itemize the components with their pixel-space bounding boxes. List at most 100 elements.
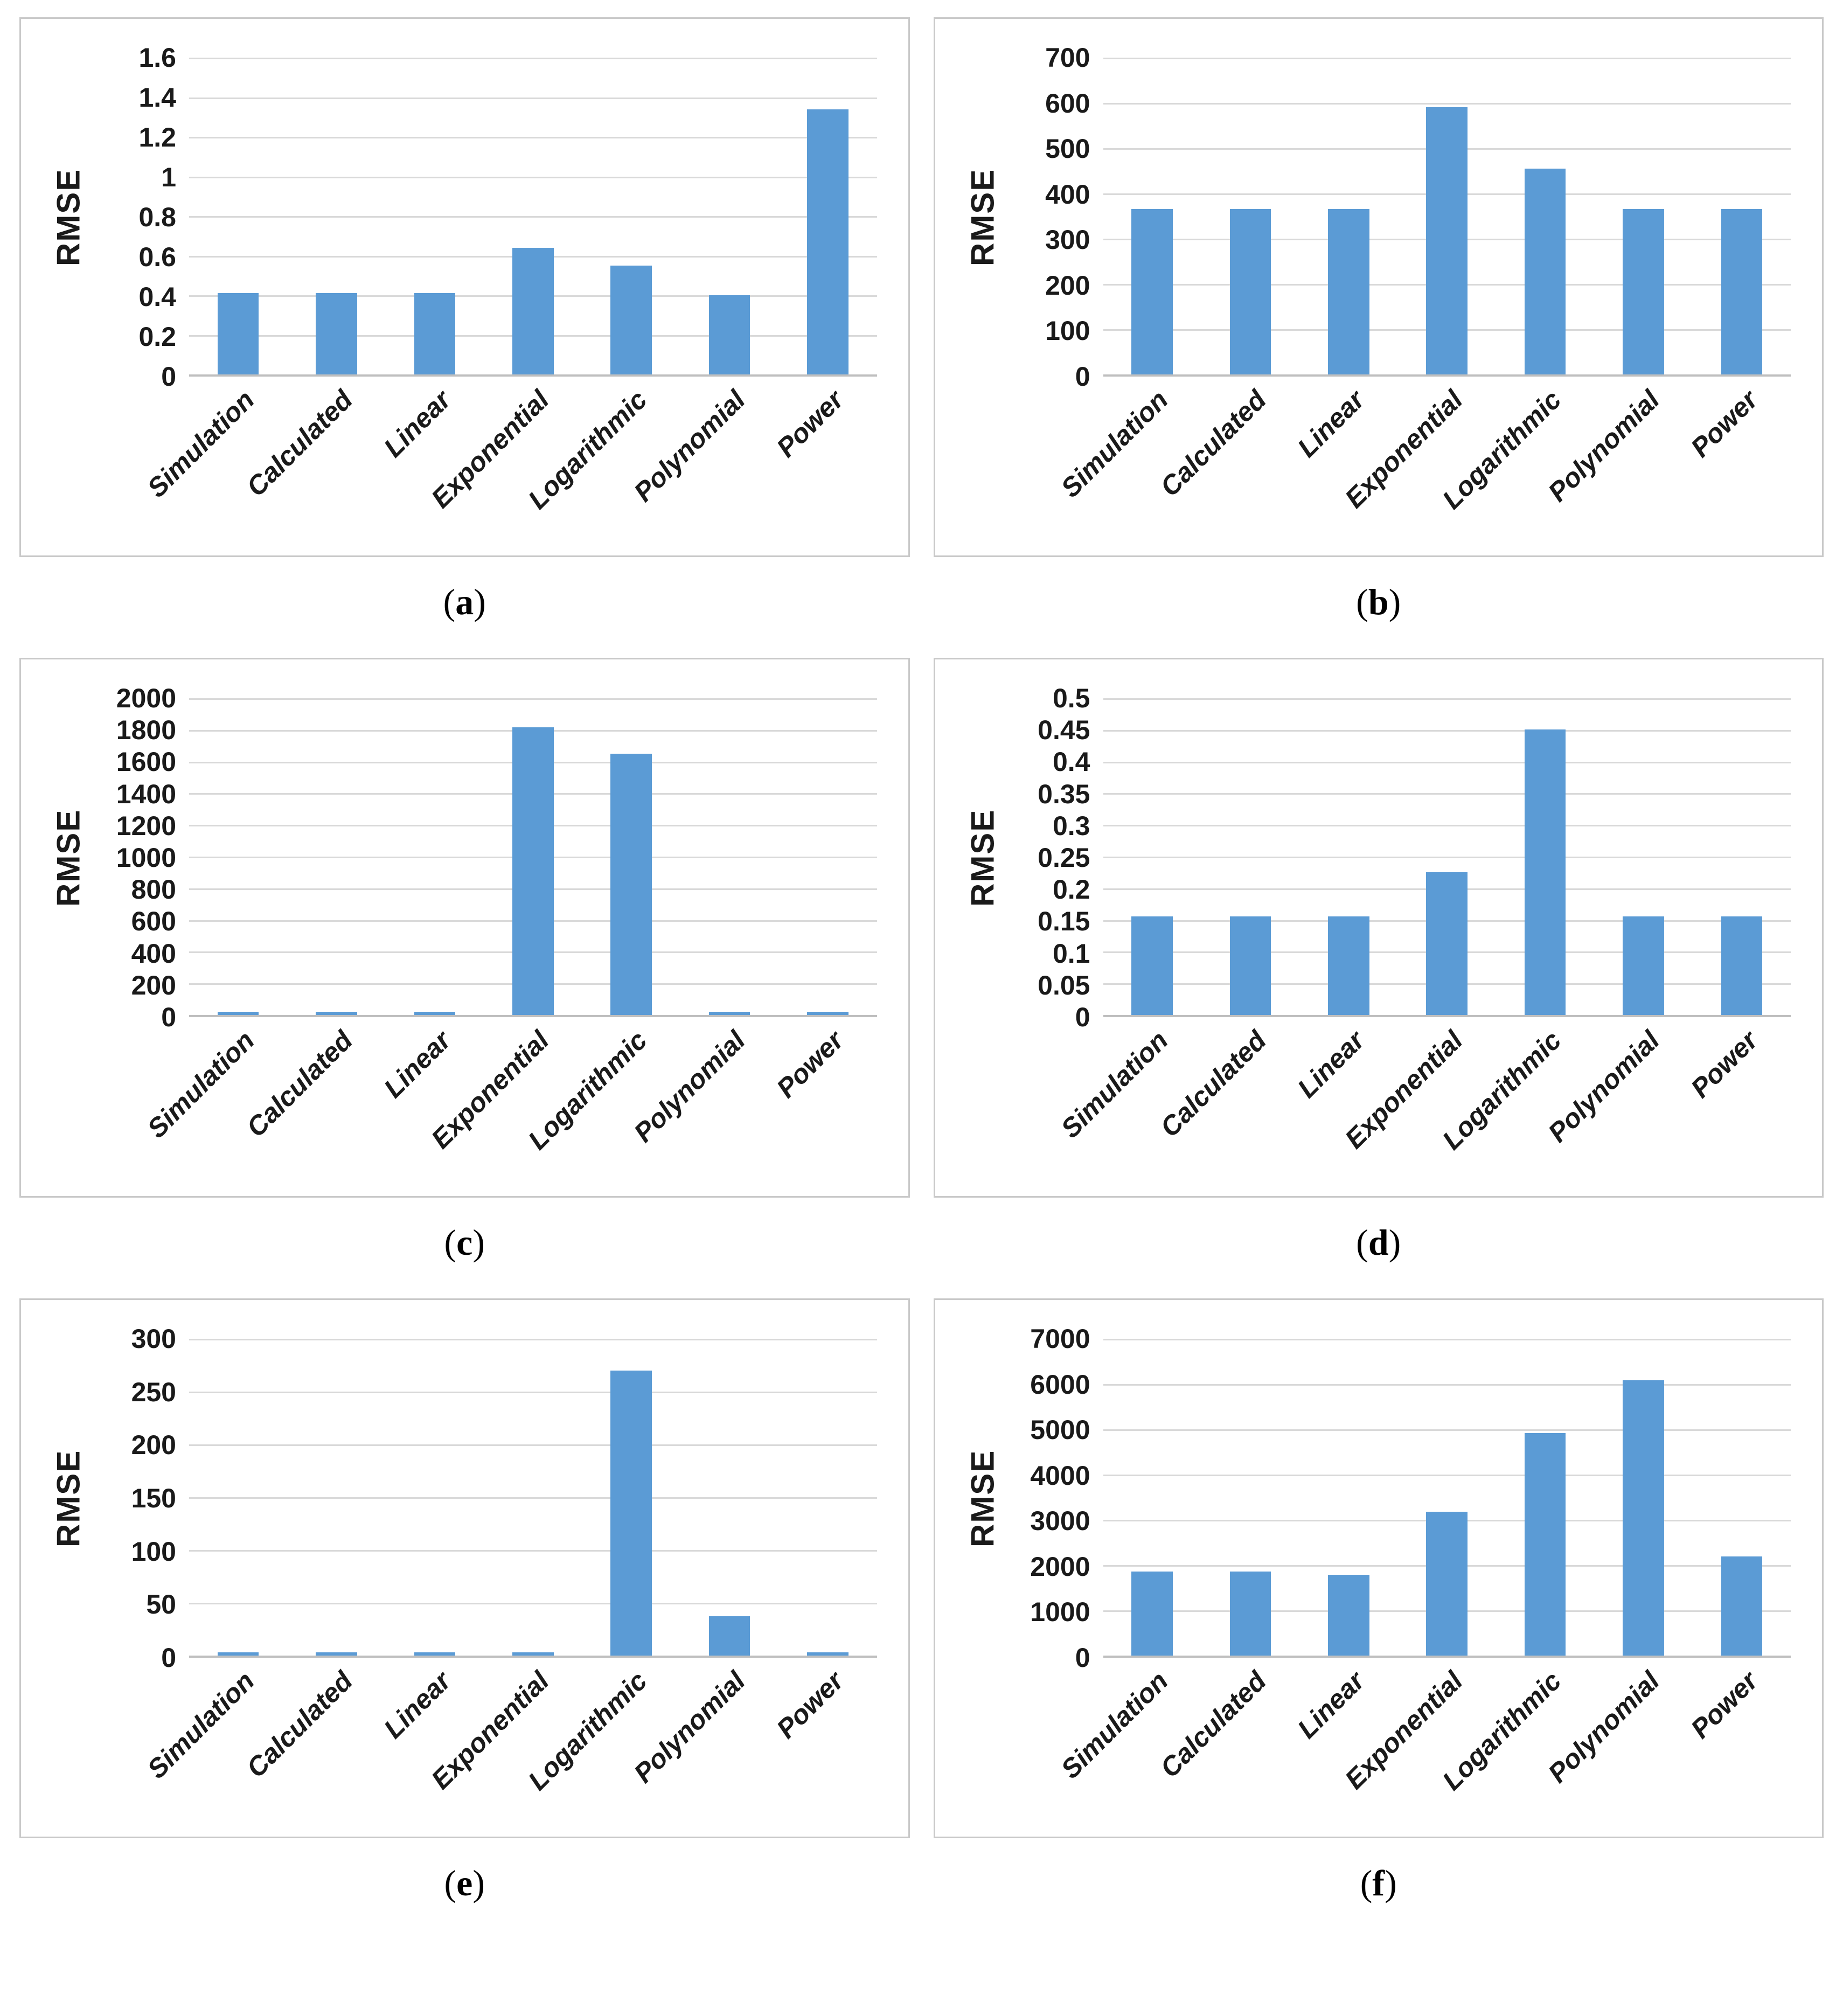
chart-caption-c: (c) [19, 1221, 910, 1264]
y-tick-label: 0 [1075, 362, 1090, 392]
y-tick-label: 3000 [1030, 1506, 1090, 1537]
x-category-slot: Power [1685, 1658, 1791, 1828]
caption-letter: b [1368, 581, 1389, 622]
chart-caption-b: (b) [934, 581, 1824, 623]
chart-d: RMSE 0.5 0.45 0.4 0.35 0.3 0.25 0.2 0.15 0.1 0.05 0… [933, 658, 1824, 1264]
x-category-slot: Power [771, 1017, 877, 1187]
y-tick-label: 4000 [1030, 1460, 1090, 1491]
bar-slot [680, 698, 778, 1015]
chart-caption-e: (e) [19, 1862, 910, 1904]
chart-caption-a: (a) [19, 581, 910, 623]
bar-slot [1693, 1339, 1791, 1656]
caption-paren: ( [1356, 1222, 1368, 1263]
bar-slot [189, 698, 287, 1015]
x-category-label: Power [770, 1665, 850, 1744]
y-tick-label: 0 [161, 1643, 176, 1673]
bar-slot [1103, 698, 1201, 1015]
bar-calculated [1229, 916, 1271, 1015]
x-category-slot: Calculated [240, 377, 385, 547]
caption-paren: ) [1385, 1862, 1397, 1903]
x-category-label: Simulation [141, 1025, 260, 1144]
y-axis-title: RMSE [50, 1449, 87, 1547]
bar-slot [1201, 58, 1299, 374]
y-tick-label: 1200 [116, 810, 176, 841]
chart-e: RMSE 300 250 200 150 100 50 0 Simulation Calculat… [19, 1298, 910, 1904]
bar-simulation [1131, 1571, 1173, 1656]
x-category-slot: Power [1685, 1017, 1791, 1187]
chart-panel-f: RMSE 7000 6000 5000 4000 3000 2000 1000 0 Simulat… [933, 1298, 1824, 1838]
y-tick-label: 100 [131, 1536, 176, 1567]
x-category-label: Linear [378, 1025, 457, 1104]
bars-group [1103, 1339, 1791, 1656]
plot-area [189, 698, 877, 1017]
bar-slot [582, 1339, 680, 1656]
gridline [189, 176, 877, 178]
y-tick-label: 800 [131, 874, 176, 905]
bar-slot [1299, 58, 1397, 374]
bars-group [189, 58, 877, 374]
bar-exponential [1426, 872, 1468, 1015]
gridline [189, 1497, 877, 1499]
x-category-label: Power [1685, 384, 1764, 463]
chart-caption-d: (d) [934, 1221, 1824, 1264]
bar-slot [386, 58, 484, 374]
bar-linear [1328, 1575, 1369, 1656]
gridline [189, 1392, 877, 1393]
bar-slot [1398, 698, 1496, 1015]
y-tick-label: 0.25 [1038, 843, 1090, 873]
bar-slot [484, 698, 582, 1015]
x-category-label: Linear [1292, 384, 1371, 463]
y-tick-label: 1400 [116, 778, 176, 809]
caption-paren: ) [1388, 1222, 1401, 1263]
y-axis-title: RMSE [964, 168, 1000, 266]
bar-exponential [512, 727, 554, 1015]
bars-group [189, 698, 877, 1015]
y-tick-label: 5000 [1030, 1415, 1090, 1445]
caption-letter: a [455, 581, 474, 622]
gridline [1103, 761, 1791, 763]
bar-slot [1693, 58, 1791, 374]
bar-slot [1299, 698, 1397, 1015]
y-tick-label: 1600 [116, 747, 176, 777]
y-tick-label: 1.2 [138, 122, 176, 152]
y-tick-label: 200 [131, 970, 176, 1000]
gridline [189, 137, 877, 138]
gridline [1103, 857, 1791, 858]
caption-paren: ( [444, 1222, 457, 1263]
y-tick-label: 1800 [116, 715, 176, 746]
bar-polynomial [1623, 1380, 1664, 1656]
bar-polynomial [708, 1012, 750, 1015]
y-tick-label: 0.2 [138, 322, 176, 352]
chart-c: RMSE 2000 1800 1600 1400 1200 1000 800 600 400 200… [19, 658, 910, 1264]
y-tick-label: 0 [161, 362, 176, 392]
y-tick-label: 1.6 [138, 43, 176, 73]
y-tick-label: 0.1 [1052, 938, 1090, 969]
bar-slot [582, 698, 680, 1015]
y-axis-ticks: 7000 6000 5000 4000 3000 2000 1000 0 [1007, 1324, 1103, 1673]
x-category-slot: Calculated [240, 1017, 385, 1187]
y-tick-label: 0.4 [138, 282, 176, 312]
y-tick-label: 7000 [1030, 1324, 1090, 1354]
x-category-slot: Polynomial [1542, 377, 1692, 547]
caption-paren: ) [474, 581, 486, 622]
y-tick-label: 100 [1045, 316, 1090, 346]
chart-panel-a: RMSE 1.6 1.4 1.2 1 0.8 0.6 0.4 0.2 0 Simulation Cal… [19, 17, 910, 557]
y-tick-label: 0 [1075, 1643, 1090, 1673]
gridline [1103, 58, 1791, 59]
bar-slot [484, 58, 582, 374]
caption-letter: d [1368, 1222, 1389, 1263]
x-category-slot: Calculated [1155, 1658, 1299, 1828]
caption-paren: ( [1356, 581, 1368, 622]
caption-paren: ( [1360, 1862, 1373, 1903]
chart-f: RMSE 7000 6000 5000 4000 3000 2000 1000 0 Simulat… [933, 1298, 1824, 1904]
bar-slot [1201, 698, 1299, 1015]
y-tick-label: 0.8 [138, 202, 176, 232]
gridline [1103, 825, 1791, 827]
bar-slot [1496, 58, 1594, 374]
y-tick-label: 50 [146, 1589, 176, 1620]
x-category-slot: Polynomial [628, 1658, 778, 1828]
x-category-label: Linear [378, 384, 457, 463]
plot-area [1103, 698, 1791, 1017]
y-tick-label: 400 [1045, 179, 1090, 210]
bar-polynomial [708, 295, 750, 374]
